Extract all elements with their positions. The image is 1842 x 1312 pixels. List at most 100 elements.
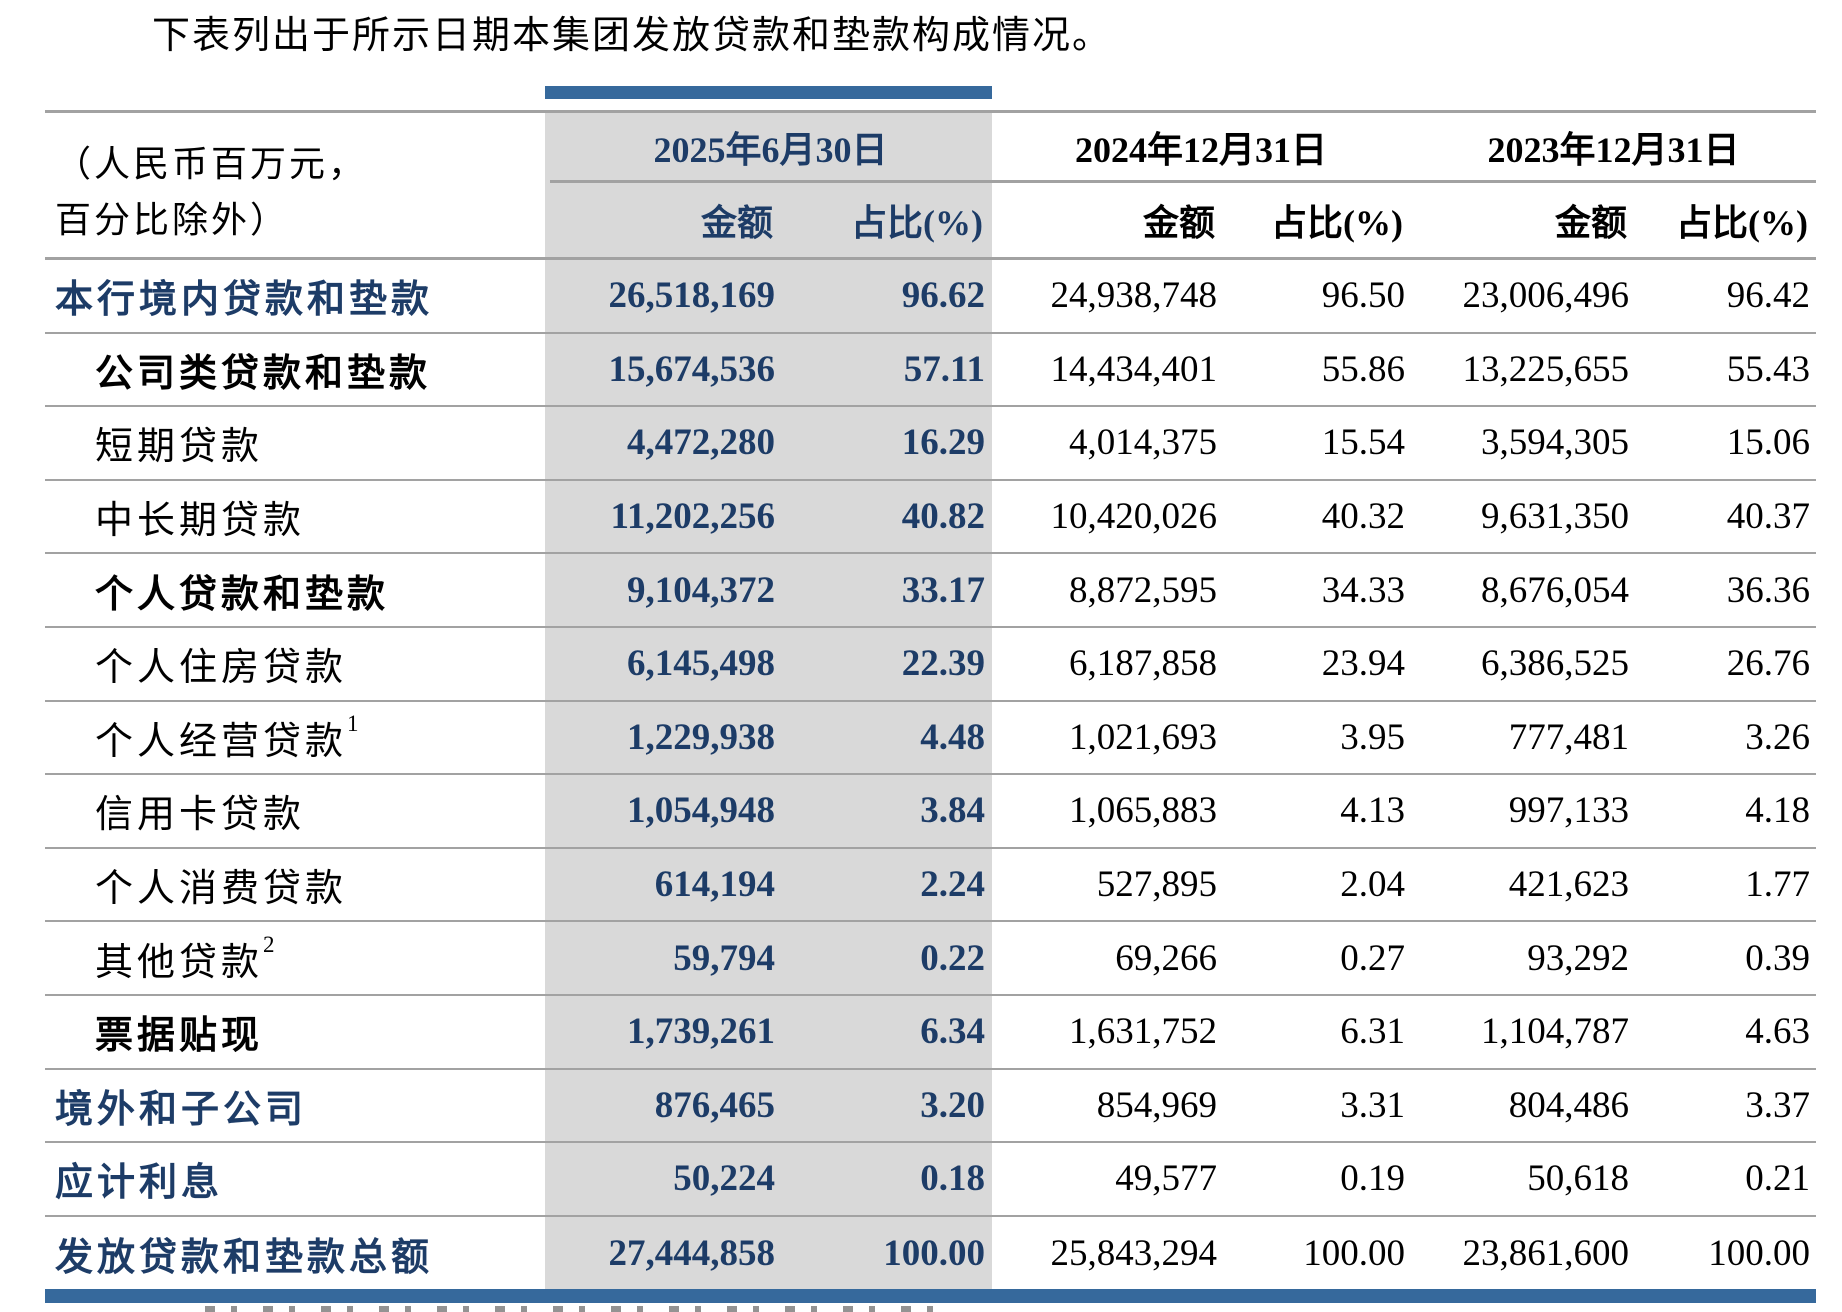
row-label: 个人住房贷款 bbox=[95, 647, 348, 690]
cell-value: 1,739,261 bbox=[627, 1011, 775, 1053]
cell-value: 36.36 bbox=[1726, 569, 1810, 611]
cell-value: 0.18 bbox=[920, 1158, 985, 1200]
cell-value: 4.18 bbox=[1745, 790, 1810, 832]
col-header-pct-2025: 占比(%) bbox=[851, 203, 983, 243]
row-label: 个人消费贷款 bbox=[95, 868, 348, 911]
cell-value: 4,472,280 bbox=[627, 422, 775, 464]
cell-value: 3.26 bbox=[1745, 716, 1810, 758]
cell-value: 1,065,883 bbox=[1069, 790, 1217, 832]
table-body: 本行境内贷款和垫款 26,518,169 96.62 24,938,748 96.50 2… bbox=[45, 260, 1816, 1290]
cell-value: 854,969 bbox=[1096, 1084, 1217, 1126]
row-label: 公司类贷款和垫款 bbox=[95, 352, 432, 395]
table-row: 发放贷款和垫款总额 27,444,858 100.00 25,843,294 100.0… bbox=[45, 1217, 1816, 1291]
row-label: 中长期贷款 bbox=[95, 500, 306, 543]
cell-value: 15.54 bbox=[1321, 422, 1405, 464]
cell-value: 96.62 bbox=[901, 275, 985, 317]
unit-note-line-1: （人民币百万元， bbox=[55, 144, 368, 184]
cell-value: 10,420,026 bbox=[1050, 496, 1218, 538]
table-row: 短期贷款 4,472,280 16.29 4,014,375 15.54 3,594,30… bbox=[45, 407, 1816, 481]
cell-value: 8,676,054 bbox=[1481, 569, 1629, 611]
cell-value: 997,133 bbox=[1508, 790, 1629, 832]
cell-value: 15.06 bbox=[1726, 422, 1810, 464]
row-label: 境外和子公司 bbox=[55, 1088, 308, 1131]
cell-value: 1,104,787 bbox=[1481, 1011, 1629, 1053]
cell-value: 13,225,655 bbox=[1462, 348, 1630, 390]
cell-value: 96.42 bbox=[1726, 275, 1810, 317]
table-header: （人民币百万元， 百分比除外） 2025年6月30日 2024年12月31日 2… bbox=[45, 113, 1816, 260]
unit-note-line-2: 百分比除外） bbox=[55, 199, 290, 240]
cell-value: 100.00 bbox=[883, 1233, 985, 1275]
cell-value: 421,623 bbox=[1508, 864, 1629, 906]
unit-note: （人民币百万元， 百分比除外） bbox=[45, 113, 550, 260]
cell-value: 527,895 bbox=[1096, 864, 1217, 906]
col-header-pct-2024: 占比(%) bbox=[1271, 203, 1403, 243]
cell-value: 0.19 bbox=[1340, 1158, 1405, 1200]
row-label: 其他贷款 2 bbox=[95, 932, 275, 984]
cell-value: 876,465 bbox=[654, 1084, 775, 1126]
cell-value: 22.39 bbox=[901, 643, 985, 685]
cell-value: 804,486 bbox=[1508, 1084, 1629, 1126]
cell-value: 4.48 bbox=[920, 716, 985, 758]
highlight-column-band bbox=[545, 110, 992, 1289]
cell-value: 34.33 bbox=[1321, 569, 1405, 611]
cell-value: 55.86 bbox=[1321, 348, 1405, 390]
cell-value: 26.76 bbox=[1726, 643, 1810, 685]
col-header-amount-2024: 金额 bbox=[1142, 203, 1215, 243]
cell-value: 26,518,169 bbox=[608, 275, 776, 317]
cell-value: 50,224 bbox=[673, 1158, 775, 1200]
table-row: 本行境内贷款和垫款 26,518,169 96.62 24,938,748 96.50 2… bbox=[45, 260, 1816, 334]
table-row: 个人贷款和垫款 9,104,372 33.17 8,872,595 34.33 8,676… bbox=[45, 554, 1816, 628]
cell-value: 3.95 bbox=[1340, 716, 1405, 758]
row-label: 发放贷款和垫款总额 bbox=[55, 1237, 434, 1280]
cell-value: 9,631,350 bbox=[1481, 496, 1629, 538]
cell-value: 25,843,294 bbox=[1050, 1233, 1218, 1275]
cell-value: 1,021,693 bbox=[1069, 716, 1217, 758]
cell-value: 1.77 bbox=[1745, 864, 1810, 906]
row-label: 应计利息 bbox=[55, 1162, 224, 1205]
header-subrow: 金额 占比(%) 金额 占比(%) 金额 占比(%) bbox=[550, 183, 1816, 257]
cell-value: 0.21 bbox=[1745, 1158, 1810, 1200]
cell-value: 55.43 bbox=[1726, 348, 1810, 390]
cell-value: 6,145,498 bbox=[627, 643, 775, 685]
cell-value: 40.37 bbox=[1726, 496, 1810, 538]
cell-value: 0.27 bbox=[1340, 937, 1405, 979]
cell-value: 40.82 bbox=[901, 496, 985, 538]
cell-value: 11,202,256 bbox=[610, 496, 775, 538]
cell-value: 93,292 bbox=[1527, 937, 1629, 979]
cell-value: 3.37 bbox=[1745, 1084, 1810, 1126]
cell-value: 16.29 bbox=[901, 422, 985, 464]
table-bottom-bar bbox=[45, 1289, 1816, 1303]
cell-value: 59,794 bbox=[673, 937, 775, 979]
table-row: 个人消费贷款 614,194 2.24 527,895 2.04 421,623 1.77 bbox=[45, 849, 1816, 923]
cell-value: 6.34 bbox=[920, 1011, 985, 1053]
cell-value: 0.22 bbox=[920, 937, 985, 979]
row-label: 信用卡贷款 bbox=[95, 794, 306, 837]
table-row: 信用卡贷款 1,054,948 3.84 1,065,883 4.13 997,133 4.… bbox=[45, 775, 1816, 849]
cell-value: 23,861,600 bbox=[1462, 1233, 1630, 1275]
cell-value: 2.04 bbox=[1340, 864, 1405, 906]
cell-value: 69,266 bbox=[1115, 937, 1217, 979]
cell-value: 1,631,752 bbox=[1069, 1011, 1217, 1053]
row-label: 票据贴现 bbox=[95, 1015, 264, 1058]
cell-value: 1,229,938 bbox=[627, 716, 775, 758]
cell-value: 49,577 bbox=[1115, 1158, 1217, 1200]
table-row: 公司类贷款和垫款 15,674,536 57.11 14,434,401 55.86 13… bbox=[45, 334, 1816, 408]
col-header-amount-2025: 金额 bbox=[700, 203, 773, 243]
header-date-row: 2025年6月30日 2024年12月31日 2023年12月31日 bbox=[550, 113, 1816, 183]
cell-value: 3.84 bbox=[920, 790, 985, 832]
cell-value: 23,006,496 bbox=[1462, 275, 1630, 317]
cell-value: 4,014,375 bbox=[1069, 422, 1217, 464]
cell-value: 33.17 bbox=[901, 569, 985, 611]
highlight-column-top-bar bbox=[545, 86, 992, 99]
cell-value: 0.39 bbox=[1745, 937, 1810, 979]
cell-value: 2.24 bbox=[920, 864, 985, 906]
cell-value: 777,481 bbox=[1508, 716, 1629, 758]
table-row: 票据贴现 1,739,261 6.34 1,631,752 6.31 1,104,787 4… bbox=[45, 996, 1816, 1070]
cell-value: 15,674,536 bbox=[608, 348, 776, 390]
col-header-date-2023: 2023年12月31日 bbox=[1487, 129, 1740, 170]
cell-value: 3.31 bbox=[1340, 1084, 1405, 1126]
cell-value: 50,618 bbox=[1527, 1158, 1629, 1200]
cell-value: 40.32 bbox=[1321, 496, 1405, 538]
cell-value: 100.00 bbox=[1708, 1233, 1810, 1275]
cell-value: 6,386,525 bbox=[1481, 643, 1629, 685]
